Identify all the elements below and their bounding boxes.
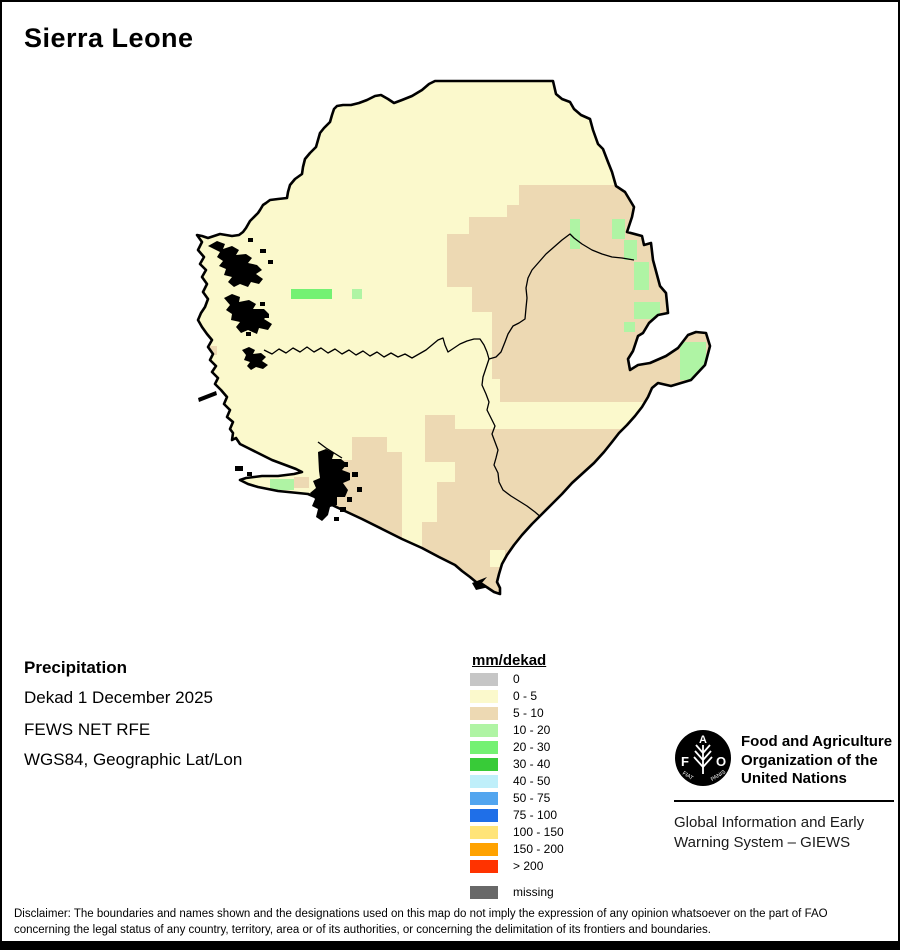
legend-item-missing: missing bbox=[470, 886, 610, 899]
legend-swatch-missing bbox=[470, 886, 498, 899]
legend-item: > 200 bbox=[470, 860, 610, 873]
fao-letter-f: F bbox=[681, 754, 689, 769]
legend-item: 150 - 200 bbox=[470, 843, 610, 856]
legend-title: mm/dekad bbox=[472, 652, 547, 669]
estuary-creeks bbox=[242, 347, 268, 370]
legend-item: 75 - 100 bbox=[470, 809, 610, 822]
info-projection: WGS84, Geographic Lat/Lon bbox=[24, 750, 243, 769]
legend-label: 0 - 5 bbox=[513, 689, 538, 703]
map-fill-layers bbox=[197, 81, 710, 594]
legend-swatch bbox=[470, 792, 498, 805]
info-heading: Precipitation bbox=[24, 658, 127, 677]
boundary-western-area bbox=[317, 441, 343, 459]
legend-label: 5 - 10 bbox=[513, 706, 544, 720]
map-region-rain-10-20-finger-tip bbox=[680, 342, 706, 380]
sierra-leone-map bbox=[195, 79, 712, 596]
fao-letter-a: A bbox=[699, 734, 707, 746]
map-region-rain-20-30-north bbox=[291, 289, 332, 299]
estuary-north bbox=[208, 241, 263, 287]
map-region-rain-10-20-ne-1 bbox=[570, 219, 580, 249]
boundary-north-south bbox=[263, 337, 490, 360]
legend-item: 20 - 30 bbox=[470, 741, 610, 754]
boundary-south-east bbox=[481, 358, 559, 529]
legend-swatch bbox=[470, 775, 498, 788]
legend-item: 30 - 40 bbox=[470, 758, 610, 771]
map-region-rain-10-20-east-4 bbox=[624, 322, 635, 332]
legend-label: 30 - 40 bbox=[513, 757, 551, 771]
info-dekad: Dekad 1 December 2025 bbox=[24, 688, 214, 707]
map-region-rain-10-20-ne-2 bbox=[612, 219, 625, 239]
giews-label: Global Information and Early Warning Sys… bbox=[674, 813, 864, 852]
map-region-rain-10-20-east-3 bbox=[634, 302, 660, 319]
map-region-rain-10-20-east-2 bbox=[634, 262, 649, 290]
legend-item: 5 - 10 bbox=[470, 707, 610, 720]
province-boundaries bbox=[263, 233, 635, 529]
page-title: Sierra Leone bbox=[24, 23, 194, 53]
fao-motto-fiat: FIAT bbox=[681, 771, 694, 783]
legend-label: 40 - 50 bbox=[513, 774, 551, 788]
legend-label: 150 - 200 bbox=[513, 842, 564, 856]
disclaimer-line1: Disclaimer: The boundaries and names sho… bbox=[14, 908, 828, 920]
info-source: FEWS NET RFE bbox=[24, 720, 151, 739]
legend-swatch bbox=[470, 758, 498, 771]
legend-item: 0 - 5 bbox=[470, 690, 610, 703]
legend-swatch bbox=[470, 707, 498, 720]
legend-item: 100 - 150 bbox=[470, 826, 610, 839]
map-region-rain-0-5-band bbox=[455, 402, 647, 429]
fao-org-line3: United Nations bbox=[741, 770, 847, 787]
legend-item: 0 bbox=[470, 673, 610, 686]
legend-label: 75 - 100 bbox=[513, 808, 558, 822]
legend-swatch bbox=[470, 741, 498, 754]
legend-swatch bbox=[470, 724, 498, 737]
disclaimer: Disclaimer: The boundaries and names sho… bbox=[14, 907, 890, 938]
fao-organization-name: Food and Agriculture Organization of the… bbox=[741, 733, 892, 789]
map-region-rain-10-20-north bbox=[352, 289, 362, 299]
legend-swatch bbox=[470, 673, 498, 686]
coastal-island-dash bbox=[198, 391, 217, 402]
map-region-rain-10-20-peninsula bbox=[270, 479, 294, 490]
legend-swatch bbox=[470, 826, 498, 839]
coastal-water-features bbox=[198, 238, 489, 590]
fao-logo: A F O FIAT PANIS bbox=[675, 730, 731, 786]
boundary-north-east bbox=[488, 233, 635, 360]
legend-label: > 200 bbox=[513, 859, 544, 873]
legend-label: 100 - 150 bbox=[513, 825, 564, 839]
legend-label: 0 bbox=[513, 672, 520, 686]
map-region-rain-5-10-peninsula bbox=[294, 477, 309, 488]
south-tip-islands bbox=[472, 577, 489, 590]
legend-label: 20 - 30 bbox=[513, 740, 551, 754]
giews-line1: Global Information and Early bbox=[674, 814, 865, 831]
legend-item: 40 - 50 bbox=[470, 775, 610, 788]
legend-swatch bbox=[470, 809, 498, 822]
giews-line2: Warning System – GIEWS bbox=[674, 833, 851, 851]
legend-swatch bbox=[470, 690, 498, 703]
fao-org-line1: Food and Agriculture bbox=[741, 733, 893, 750]
map-region-rain-5-10-southeast bbox=[422, 429, 710, 594]
map-region-rain-10-20-east-1 bbox=[624, 240, 637, 260]
fao-org-line2: Organization of the bbox=[741, 751, 878, 769]
estuary-mid bbox=[224, 294, 272, 334]
legend-label-missing: missing bbox=[513, 885, 554, 899]
bottom-border-bar bbox=[2, 941, 898, 948]
legend-swatch bbox=[470, 843, 498, 856]
legend-item: 10 - 20 bbox=[470, 724, 610, 737]
wheat-ear-icon bbox=[693, 744, 713, 774]
fao-letter-o: O bbox=[716, 754, 726, 769]
estuary-freetown bbox=[310, 449, 350, 521]
legend-label: 10 - 20 bbox=[513, 723, 551, 737]
legend-label: 50 - 75 bbox=[513, 791, 551, 805]
fao-divider-line bbox=[674, 800, 894, 802]
map-region-rain-5-10-central bbox=[425, 415, 455, 462]
legend-swatch bbox=[470, 860, 498, 873]
disclaimer-line2: concerning the legal status of any count… bbox=[14, 923, 711, 936]
legend-item: 50 - 75 bbox=[470, 792, 610, 805]
